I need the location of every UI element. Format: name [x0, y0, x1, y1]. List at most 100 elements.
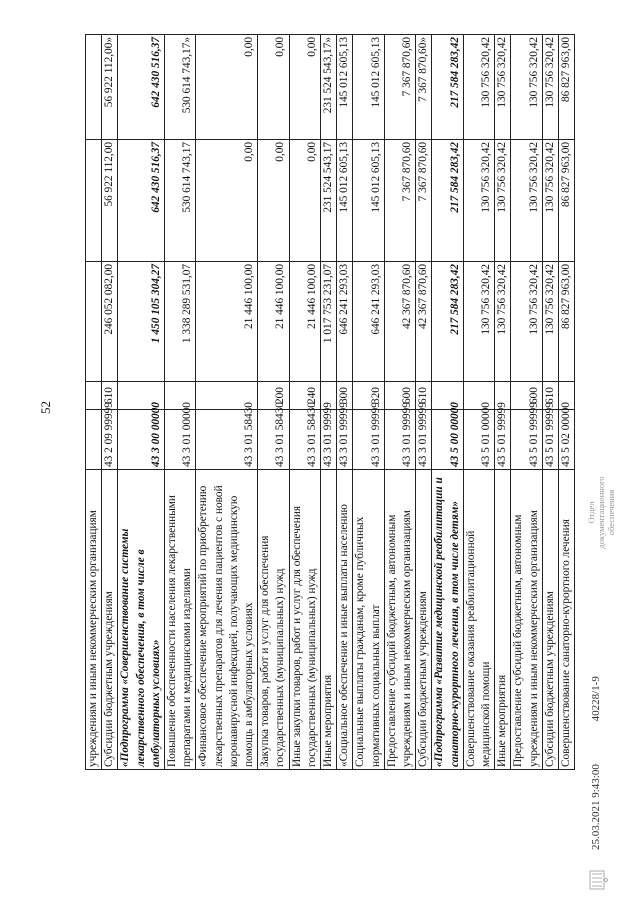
- row-amount-2023: 130 756 320,42: [463, 34, 495, 140]
- row-code: 43 5 01 99999: [510, 402, 543, 470]
- row-description: «Подпрограмма «Развитие медицинской реаб…: [431, 469, 464, 770]
- table-row: Совершенствование санаторно-курортного л…: [558, 34, 575, 770]
- footer-timestamp: 25.03.2021 9:43:00: [590, 764, 602, 850]
- table-row: Иные мероприятия 43 3 01 99999 1 017 753 2…: [320, 34, 337, 770]
- row-amount-2022: 130 756 320,42: [510, 139, 543, 262]
- row-amount-2022: 0,00: [257, 139, 290, 262]
- row-code: 43 3 01 58430: [195, 402, 258, 470]
- row-amount-2021: 42 367 870,60: [384, 261, 416, 382]
- row-code: 43 3 01 58430: [289, 402, 321, 470]
- row-code: 43 3 01 99999: [320, 402, 337, 470]
- row-description: Иные мероприятия: [494, 469, 511, 770]
- row-amount-2023: 145 012 605,13: [336, 34, 353, 140]
- row-amount-2023: 0,00: [289, 34, 321, 140]
- row-amount-2023: 0,00: [195, 34, 258, 140]
- row-amount-2022: 7 367 870,60: [384, 139, 416, 262]
- row-code: 43 2 09 99999: [101, 402, 118, 470]
- table-row: Субсидии бюджетным учреждениям 43 5 01 99…: [542, 34, 559, 770]
- row-amount-2021: 130 756 320,42: [494, 261, 511, 382]
- row-description: Совершенствование оказания реабилитацион…: [463, 469, 495, 770]
- row-amount-2021: 646 241 293,03: [336, 261, 353, 382]
- row-code: 43 5 01 99999: [494, 402, 511, 470]
- row-amount-2022: 145 012 605,13: [336, 139, 353, 262]
- row-amount-2022: 530 614 743,17: [164, 139, 196, 262]
- table-row: Предоставление субсидий бюджетным, автон…: [384, 34, 416, 770]
- table-row: Закупка товаров, работ и услуг для обесп…: [257, 34, 290, 770]
- row-description: Субсидии бюджетным учреждениям: [101, 469, 118, 770]
- row-amount-2021: 21 446 100,00: [289, 261, 321, 382]
- row-description: «Подпрограмма «Совершенствование системы…: [117, 469, 165, 770]
- row-amount-2022: 231 524 543,17: [320, 139, 337, 262]
- table-row: «Финансовое обеспечение мероприятий по п…: [195, 34, 258, 770]
- row-amount-2021: 130 756 320,42: [542, 261, 559, 382]
- row-amount-2022: 0,00: [195, 139, 258, 262]
- row-description: «Финансовое обеспечение мероприятий по п…: [195, 469, 258, 770]
- row-description: Субсидии бюджетным учреждениям: [415, 469, 432, 770]
- footer-doc-number: 40228/1-9: [590, 676, 602, 722]
- row-amount-2021: 1 017 753 231,07: [320, 261, 337, 382]
- table-row: Иные закупки товаров, работ и услуг для …: [289, 34, 321, 770]
- row-amount-2021: 21 446 100,00: [195, 261, 258, 382]
- row-amount-2022: 130 756 320,42: [463, 139, 495, 262]
- row-amount-2021: 246 052 082,00: [101, 261, 118, 382]
- table-row: Повышение обеспеченности населения лекар…: [164, 34, 196, 770]
- table-row: Иные мероприятия 43 5 01 99999 130 756 320…: [494, 34, 511, 770]
- row-amount-2022: [85, 139, 102, 262]
- row-amount-2022: 130 756 320,42: [542, 139, 559, 262]
- row-expense-type: [85, 381, 102, 410]
- department-stamp: Отдел документационного обеспечения: [586, 476, 616, 549]
- row-description: Иные закупки товаров, работ и услуг для …: [289, 469, 321, 770]
- row-amount-2022: 7 367 870,60: [415, 139, 432, 262]
- table-row: Субсидии бюджетным учреждениям 43 3 01 99…: [415, 34, 432, 770]
- row-amount-2023: 7 367 870,60»: [415, 34, 432, 140]
- row-amount-2022: 145 012 605,13: [352, 139, 385, 262]
- row-amount-2021: 1 450 105 304,27: [117, 261, 165, 382]
- row-description: Социальные выплаты гражданам, кроме публ…: [352, 469, 385, 770]
- row-description: учреждениям и иным некоммерческим органи…: [85, 469, 102, 770]
- row-amount-2023: 231 524 543,17»: [320, 34, 337, 140]
- row-amount-2023: 0,00: [257, 34, 290, 140]
- row-code: 43 3 01 00000: [164, 402, 196, 470]
- row-description: Предоставление субсидий бюджетным, автон…: [384, 469, 416, 770]
- row-amount-2021: 130 756 320,42: [510, 261, 543, 382]
- row-code: 43 3 01 99999: [384, 402, 416, 470]
- row-amount-2021: 217 584 283,42: [431, 261, 464, 382]
- row-amount-2023: 86 827 963,00: [558, 34, 575, 140]
- row-description: Повышение обеспеченности населения лекар…: [164, 469, 196, 770]
- row-description: Субсидии бюджетным учреждениям: [542, 469, 559, 770]
- row-amount-2023: 7 367 870,60: [384, 34, 416, 140]
- row-code: 43 3 01 58430: [257, 402, 290, 470]
- table-row: «Социальное обеспечение и иные выплаты н…: [336, 34, 353, 770]
- row-amount-2021: 21 446 100,00: [257, 261, 290, 382]
- row-code: 43 3 01 99999: [415, 402, 432, 470]
- row-amount-2023: 145 012 605,13: [352, 34, 385, 140]
- table-row: Субсидии бюджетным учреждениям 43 2 09 99…: [101, 34, 118, 770]
- row-amount-2023: 642 430 516,37: [117, 34, 165, 140]
- row-amount-2023: 217 584 283,42: [431, 34, 464, 140]
- row-amount-2022: 0,00: [289, 139, 321, 262]
- row-code: 43 5 00 00000: [431, 402, 464, 470]
- row-amount-2023: 56 922 112,00»: [101, 34, 118, 140]
- row-amount-2023: 130 756 320,42: [510, 34, 543, 140]
- row-amount-2023: 530 614 743,17»: [164, 34, 196, 140]
- row-code: 43 5 02 00000: [558, 402, 575, 470]
- coat-of-arms-logo: [589, 870, 608, 890]
- row-code: 43 3 00 00000: [117, 402, 165, 470]
- row-amount-2022: 642 430 516,37: [117, 139, 165, 262]
- row-amount-2021: 130 756 320,42: [463, 261, 495, 382]
- table-row: Социальные выплаты гражданам, кроме публ…: [352, 34, 385, 770]
- budget-table: учреждениям и иным некоммерческим органи…: [85, 34, 575, 770]
- row-amount-2021: 42 367 870,60: [415, 261, 432, 382]
- row-description: Совершенствование санаторно-курортного л…: [558, 469, 575, 770]
- row-amount-2021: [85, 261, 102, 382]
- row-amount-2021: 1 338 289 531,07: [164, 261, 196, 382]
- row-code: [85, 409, 102, 470]
- table-row: Предоставление субсидий бюджетным, автон…: [510, 34, 543, 770]
- row-code: 43 5 01 00000: [463, 402, 495, 470]
- row-code: 43 5 01 99999: [542, 402, 559, 470]
- row-code: 43 3 01 99999: [352, 402, 385, 470]
- row-amount-2023: 130 756 320,42: [494, 34, 511, 140]
- row-amount-2021: 86 827 963,00: [558, 261, 575, 382]
- row-amount-2022: 56 922 112,00: [101, 139, 118, 262]
- page-number: 52: [38, 401, 53, 414]
